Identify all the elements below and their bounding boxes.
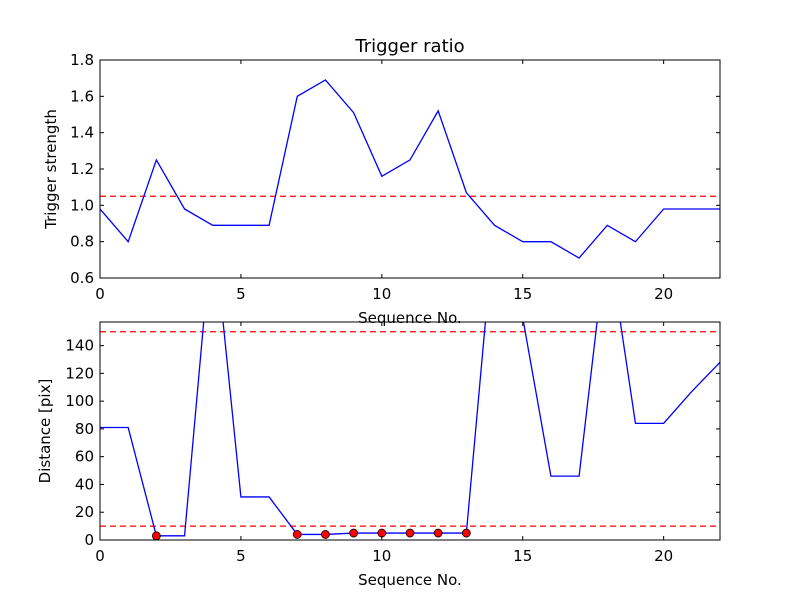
- data-point: [405, 528, 415, 538]
- y-tick-label: 0: [84, 531, 94, 549]
- plot-frame: [99, 321, 721, 541]
- x-axis-label: Sequence No.: [358, 571, 462, 589]
- x-tick-label: 0: [95, 547, 105, 565]
- data-point: [321, 530, 330, 539]
- y-tick-label: 1.0: [70, 196, 94, 214]
- y-axis-label: Distance [pix]: [36, 379, 54, 484]
- series-line: [100, 79, 720, 259]
- data-point: [151, 531, 161, 540]
- x-tick-label: 15: [513, 285, 532, 303]
- x-tick-label: 20: [654, 547, 673, 565]
- y-tick-label: 80: [75, 420, 94, 438]
- y-tick-label: 1.4: [70, 124, 94, 142]
- x-tick-label: 5: [236, 285, 246, 303]
- y-tick-label: 40: [75, 475, 94, 493]
- data-point: [349, 528, 359, 538]
- x-tick-label: 20: [654, 285, 673, 303]
- data-point: [377, 528, 387, 538]
- x-tick-label: 15: [513, 547, 532, 565]
- trigger-ratio-chart: Trigger ratio Sequence No. Trigger stren…: [42, 36, 721, 327]
- x-tick-label: 10: [372, 285, 391, 303]
- y-tick-label: 0.8: [70, 233, 94, 251]
- x-tick-label: 5: [236, 547, 246, 565]
- y-tick-label: 1.8: [70, 51, 94, 69]
- data-point: [461, 528, 471, 538]
- x-tick-label: 0: [95, 285, 105, 303]
- x-axis-label: Sequence No.: [358, 309, 462, 327]
- y-tick-label: 120: [65, 364, 94, 382]
- y-tick-label: 140: [65, 337, 94, 355]
- y-tick-label: 60: [75, 448, 94, 466]
- data-point: [292, 530, 302, 539]
- x-tick-label: 10: [372, 547, 391, 565]
- y-axis-label: Trigger strength: [42, 109, 60, 230]
- y-tick-label: 0.6: [70, 269, 94, 287]
- distance-chart: Sequence No. Distance [pix] 0 5 10 15 20 0 20 4…: [36, 321, 721, 589]
- y-tick-label: 1.6: [70, 87, 94, 105]
- data-point: [433, 528, 443, 538]
- series-line: [100, 322, 720, 537]
- plot-frame: [99, 59, 721, 279]
- y-tick-label: 100: [65, 392, 94, 410]
- chart-title: Trigger ratio: [354, 36, 464, 57]
- y-tick-label: 1.2: [70, 160, 94, 178]
- y-tick-label: 20: [75, 503, 94, 521]
